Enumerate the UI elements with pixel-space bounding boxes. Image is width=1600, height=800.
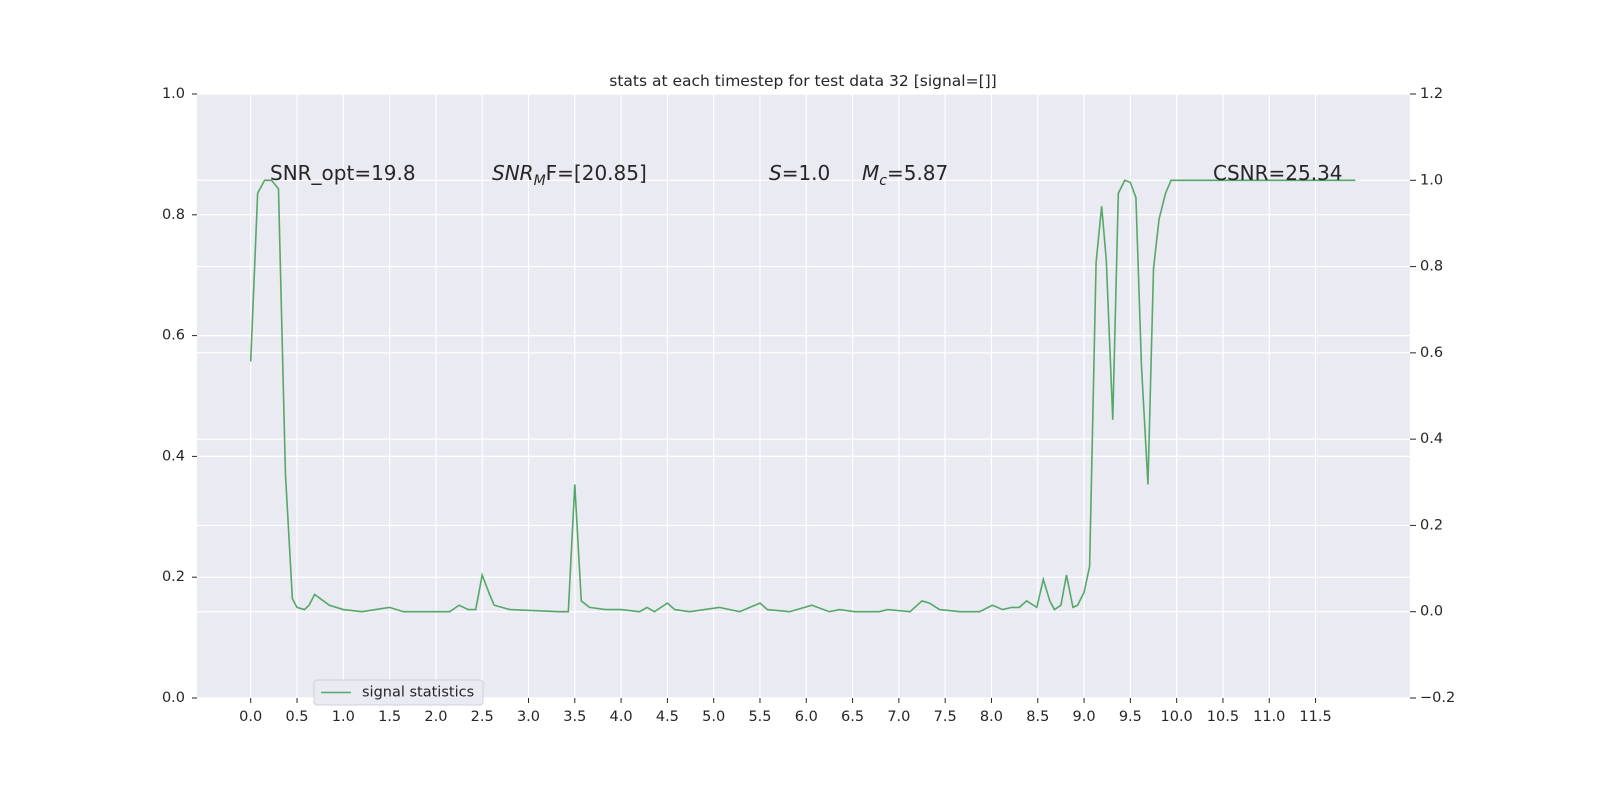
x-tick-label: 8.5 (1026, 709, 1049, 725)
chart-title: stats at each timestep for test data 32 … (609, 72, 996, 90)
annotation-tail: =1.0 (782, 161, 831, 185)
y-tick-label: 1.0 (162, 86, 185, 102)
annotation-tail: =5.87 (887, 161, 948, 185)
y2-tick-label: 0.0 (1420, 604, 1443, 620)
plot-area (197, 94, 1410, 698)
x-tick-label: 2.5 (471, 709, 494, 725)
annotation: S=1.0 (769, 161, 830, 185)
x-tick-label: 3.0 (517, 709, 540, 725)
annotation-tail: F=[20.85] (546, 161, 647, 185)
y2-tick-label: 0.8 (1420, 259, 1443, 275)
x-tick-label: 6.0 (795, 709, 818, 725)
y2-tick-label: −0.2 (1420, 690, 1455, 706)
annotation: SNRMF=[20.85] (492, 161, 647, 189)
y2-tick-label: 1.0 (1420, 172, 1443, 188)
x-tick-label: 0.0 (239, 709, 262, 725)
x-tick-label: 9.0 (1073, 709, 1096, 725)
x-tick-label: 11.0 (1253, 709, 1285, 725)
y-tick-label: 0.8 (162, 207, 185, 223)
x-tick-label: 3.5 (563, 709, 586, 725)
data-line (249, 179, 1356, 613)
x-tick-label: 1.5 (378, 709, 401, 725)
x-tick-label: 5.5 (748, 709, 771, 725)
x-tick-label: 10.0 (1161, 709, 1193, 725)
annotation: Mc=5.87 (862, 161, 948, 189)
x-tick-label: 4.0 (610, 709, 633, 725)
x-tick-label: 9.5 (1119, 709, 1142, 725)
x-tick-label: 8.0 (980, 709, 1003, 725)
x-tick-label: 11.5 (1299, 709, 1331, 725)
y-tick-label: 0.4 (162, 448, 185, 464)
annotation-base: M (862, 161, 879, 185)
y-tick-label: 0.6 (162, 328, 185, 344)
x-tick-label: 7.5 (934, 709, 957, 725)
legend-label: signal statistics (362, 685, 474, 701)
x-tick-label: 1.0 (332, 709, 355, 725)
x-tick-label: 0.5 (285, 709, 308, 725)
annotation-sub: M (534, 173, 546, 189)
x-tick-label: 7.0 (887, 709, 910, 725)
y2-tick-label: 1.2 (1420, 86, 1443, 102)
annotation-base: SNR (492, 161, 534, 185)
y-tick-label: 0.0 (162, 690, 185, 706)
y-tick-label: 0.2 (162, 569, 185, 585)
x-tick-label: 10.5 (1207, 709, 1239, 725)
x-tick-label: 5.0 (702, 709, 725, 725)
y2-tick-label: 0.6 (1420, 345, 1443, 361)
annotation: CSNR=25.34 (1213, 161, 1343, 185)
annotation-base: S (769, 161, 782, 185)
y2-tick-label: 0.2 (1420, 517, 1443, 533)
annotation: SNR_opt=19.8 (270, 161, 416, 185)
legend-box (313, 679, 484, 706)
x-tick-label: 2.0 (424, 709, 447, 725)
y2-tick-label: 0.4 (1420, 431, 1443, 447)
x-tick-label: 6.5 (841, 709, 864, 725)
x-tick-label: 4.5 (656, 709, 679, 725)
annotation-sub: c (879, 173, 887, 189)
